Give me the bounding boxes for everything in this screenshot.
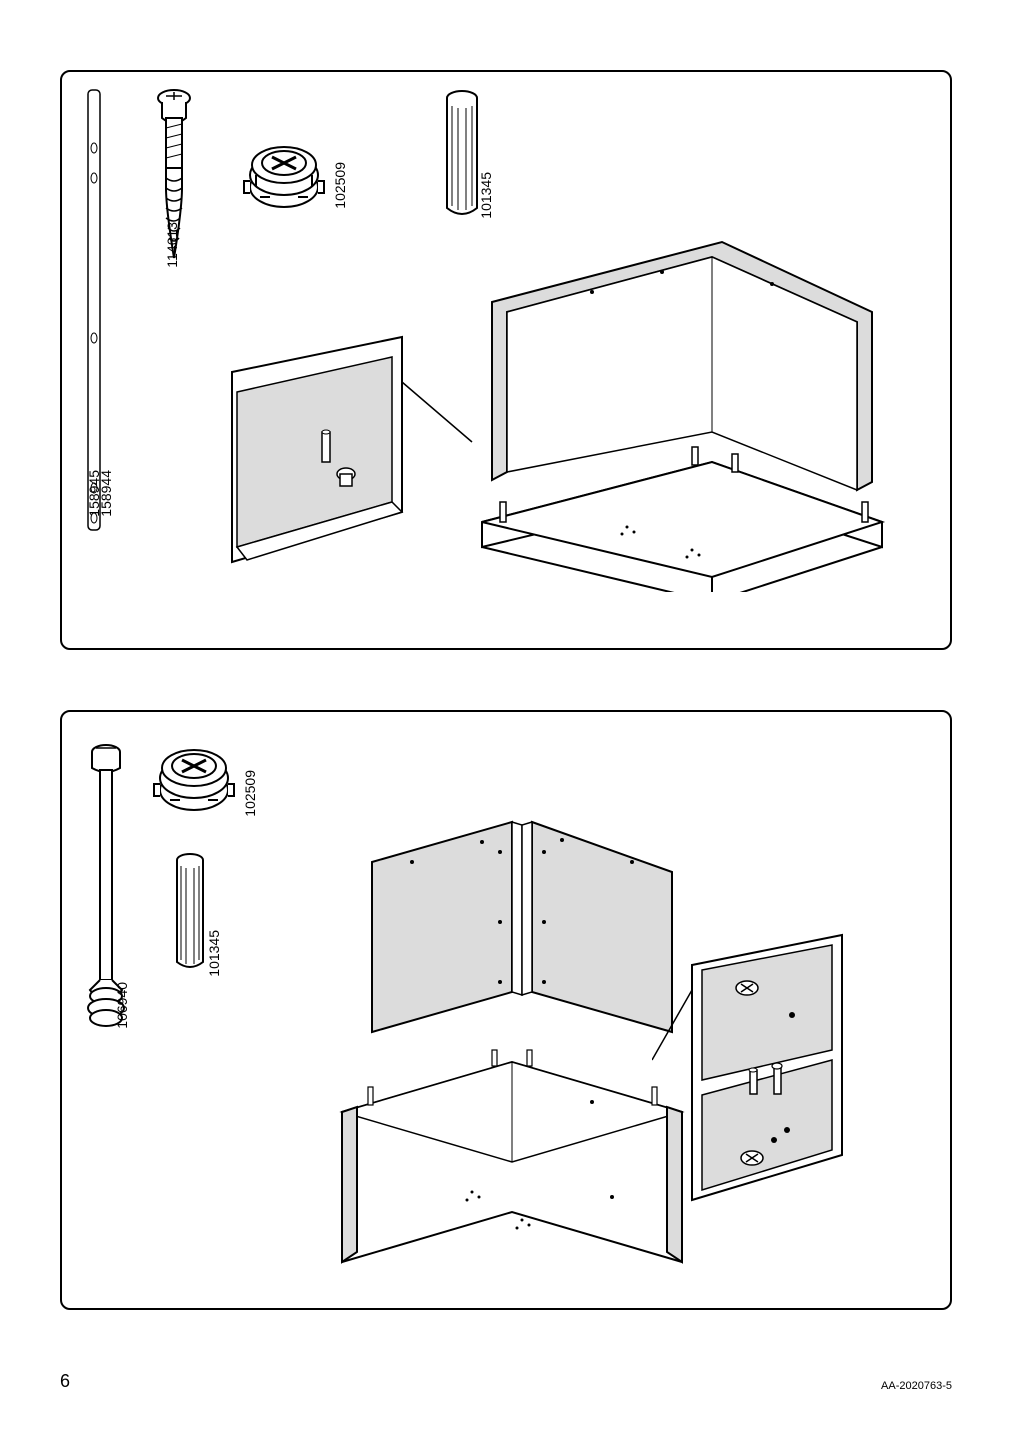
detail-callout-1 [222, 332, 502, 572]
document-reference: AA-2020763-5 [881, 1380, 952, 1392]
cam-bolt-part-id: 106940 [114, 982, 130, 1029]
main-assembly-1 [462, 232, 902, 592]
dowel-part-id-1: 101345 [478, 172, 494, 219]
dowel-illustration-1 [442, 88, 482, 228]
dowel-part-id-2: 101345 [206, 930, 222, 977]
cam-lock-illustration-1 [242, 137, 332, 217]
rail-part-id-2: 158945 [86, 470, 102, 517]
detail-callout-2 [652, 930, 852, 1210]
cam-lock-part-id-2: 102509 [242, 770, 258, 817]
screw-part-id: 114613 [164, 222, 180, 268]
page-number: 6 [60, 1371, 70, 1392]
cam-lock-illustration-2 [152, 740, 242, 820]
cam-lock-part-id-1: 102509 [332, 162, 348, 209]
instruction-panel-2: 106940 102509 101345 [60, 710, 952, 1310]
instruction-panel-1: 158944 158945 114613 102509 101345 [60, 70, 952, 650]
dowel-illustration-2 [172, 852, 208, 982]
